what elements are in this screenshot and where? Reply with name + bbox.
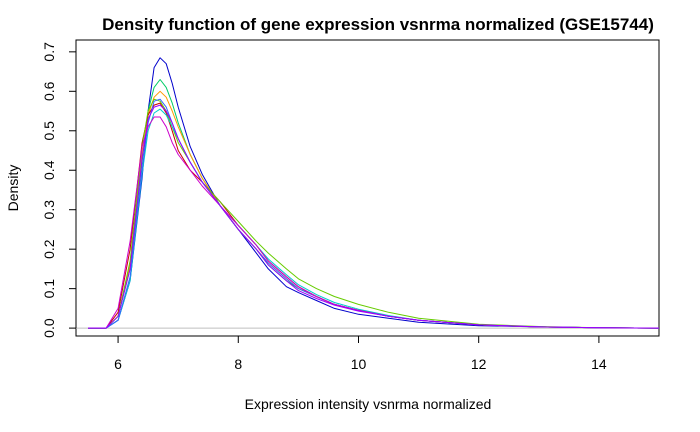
x-tick-label: 12 [471, 356, 487, 372]
x-tick-label: 10 [351, 356, 367, 372]
density-series-group [88, 57, 660, 329]
density-line-1 [88, 57, 660, 329]
y-axis: 0.0 0.1 0.2 0.3 0.4 0.5 0.6 0.7 [41, 42, 77, 338]
y-tick-label: 0.2 [41, 239, 57, 259]
density-line-8 [88, 116, 660, 329]
x-tick-label: 6 [114, 356, 122, 372]
x-axis: 6 8 10 12 14 [114, 335, 607, 372]
y-tick-label: 0.1 [41, 279, 57, 299]
y-tick-label: 0.3 [41, 200, 57, 220]
density-line-9 [88, 104, 660, 329]
chart-title: Density function of gene expression vsnr… [102, 15, 654, 34]
x-axis-label: Expression intensity vsnrma normalized [245, 396, 492, 412]
density-line-7 [88, 98, 660, 329]
y-tick-label: 0.6 [41, 81, 57, 101]
density-line-4 [88, 102, 660, 329]
y-axis-label: Density [5, 165, 21, 212]
density-line-6 [88, 108, 660, 329]
y-tick-label: 0.4 [41, 160, 57, 180]
x-tick-label: 8 [234, 356, 242, 372]
density-line-2 [88, 79, 660, 329]
density-line-5 [88, 98, 660, 329]
y-tick-label: 0.5 [41, 121, 57, 141]
y-tick-label: 0.0 [41, 318, 57, 338]
y-tick-label: 0.7 [41, 42, 57, 62]
x-tick-label: 14 [591, 356, 607, 372]
